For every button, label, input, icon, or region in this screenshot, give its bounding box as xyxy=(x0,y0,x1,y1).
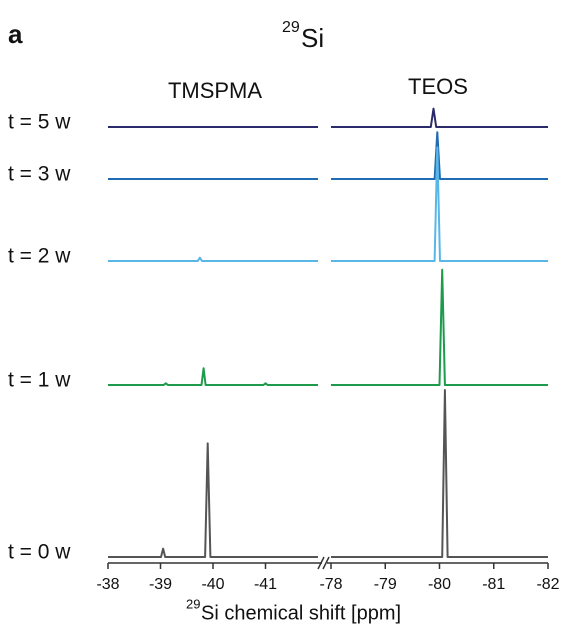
x-tick-label: -38 xyxy=(96,576,119,593)
title-superscript: 29 xyxy=(282,19,300,36)
x-axis-label: Si chemical shift [ppm] xyxy=(201,602,401,624)
x-tick-label: -80 xyxy=(428,576,451,593)
x-tick-label: -40 xyxy=(201,576,224,593)
series-label: t = 0 w xyxy=(8,541,71,564)
x-tick-label: -79 xyxy=(374,576,397,593)
series-label: t = 5 w xyxy=(8,111,71,134)
spectrum-line xyxy=(108,131,548,180)
series-label: t = 3 w xyxy=(8,163,71,186)
spectrum-line xyxy=(108,146,548,262)
x-axis-label-superscript: 29 xyxy=(186,596,200,611)
spectrum-line xyxy=(108,107,548,128)
x-tick-label: -81 xyxy=(482,576,505,593)
chart-title: Si xyxy=(301,23,324,53)
spectrum-line xyxy=(108,389,548,558)
x-tick-label: -39 xyxy=(149,576,172,593)
section-label: TMSPMA xyxy=(168,78,262,103)
panel-label: a xyxy=(8,19,23,49)
series-label: t = 1 w xyxy=(8,369,71,392)
x-tick-label: -78 xyxy=(319,576,342,593)
section-label: TEOS xyxy=(408,74,468,99)
x-tick-label: -41 xyxy=(254,576,277,593)
series-label: t = 2 w xyxy=(8,245,71,268)
x-tick-label: -82 xyxy=(536,576,559,593)
spectrum-line xyxy=(108,268,548,386)
